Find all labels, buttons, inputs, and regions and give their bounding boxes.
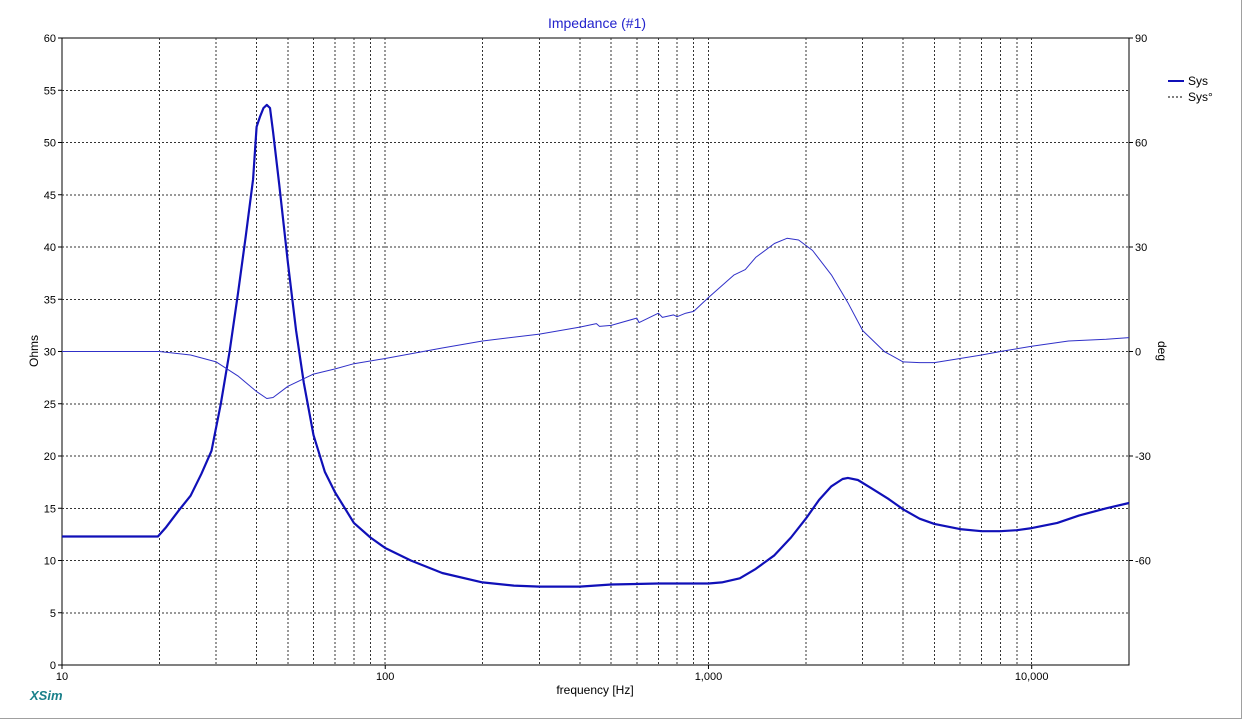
series-layer xyxy=(62,103,1130,588)
x-tick-label: 10,000 xyxy=(1015,671,1049,683)
legend-label-sys: Sys xyxy=(1188,74,1208,88)
y2-tick-label: 90 xyxy=(1135,33,1147,45)
y2-tick-label: -30 xyxy=(1135,451,1151,463)
legend: Sys Sys° xyxy=(1168,74,1213,104)
chart-title: Impedance (#1) xyxy=(548,15,646,31)
y-axis-left-label: Ohms xyxy=(27,335,41,367)
y-tick-label: 5 xyxy=(50,608,56,620)
y-tick-label: 50 xyxy=(44,138,56,150)
x-tick-label: 100 xyxy=(376,671,394,683)
y-tick-label: 25 xyxy=(44,399,56,411)
y-tick-label: 15 xyxy=(44,503,56,515)
y-tick-label: 35 xyxy=(44,294,56,306)
y-axis-right: 90 60 30 0 -30 -60 xyxy=(1129,33,1151,568)
x-axis-label: frequency [Hz] xyxy=(556,683,633,697)
x-tick-label: 10 xyxy=(56,671,68,683)
x-tick-label: 1,000 xyxy=(695,671,723,683)
x-axis: 10 100 1,000 10,000 xyxy=(56,665,1049,683)
y-axis-right-label: deg xyxy=(1155,341,1169,361)
y-axis-left: 0 5 10 15 20 25 30 35 40 45 50 55 60 xyxy=(44,33,62,672)
legend-label-sys-phase: Sys° xyxy=(1188,90,1213,104)
series-line-impedance xyxy=(62,103,1130,588)
xsim-logo-text: XSim xyxy=(30,688,63,703)
series-line-phase xyxy=(62,237,1130,399)
y-tick-label: 60 xyxy=(44,33,56,45)
y-tick-label: 30 xyxy=(44,347,56,359)
y-tick-label: 40 xyxy=(44,242,56,254)
y2-tick-label: -60 xyxy=(1135,556,1151,568)
y-tick-label: 10 xyxy=(44,556,56,568)
y-tick-label: 0 xyxy=(50,660,56,672)
y2-tick-label: 0 xyxy=(1135,347,1141,359)
y-tick-label: 55 xyxy=(44,85,56,97)
y2-tick-label: 60 xyxy=(1135,138,1147,150)
gridlines xyxy=(62,38,1129,665)
y2-tick-label: 30 xyxy=(1135,242,1147,254)
y-tick-label: 45 xyxy=(44,190,56,202)
y-tick-label: 20 xyxy=(44,451,56,463)
